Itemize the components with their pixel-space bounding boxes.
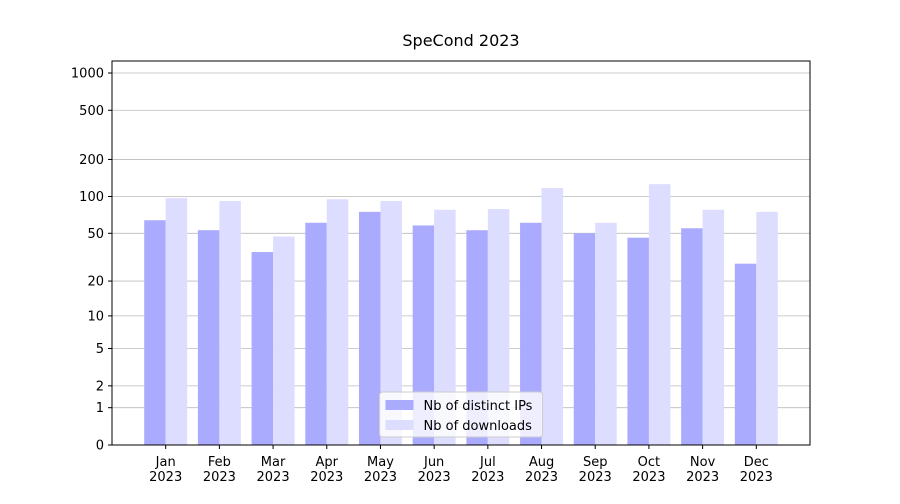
bar <box>412 225 435 445</box>
bar <box>702 209 725 445</box>
bar <box>487 209 510 445</box>
bar <box>326 199 349 445</box>
x-tick-label: Mar 2023 <box>257 455 290 485</box>
legend-swatch <box>385 420 414 430</box>
bar <box>165 198 188 445</box>
y-tick-label: 5 <box>96 342 104 357</box>
x-tick-label: Nov 2023 <box>686 455 719 485</box>
bar <box>434 209 456 445</box>
bar <box>358 211 381 445</box>
bar <box>595 222 617 445</box>
x-tick-label: Oct 2023 <box>632 455 665 485</box>
bar <box>273 236 295 445</box>
y-tick-label: 100 <box>79 190 104 205</box>
legend: Nb of distinct IPs Nb of downloads <box>379 391 543 438</box>
y-tick-label: 1000 <box>71 67 104 82</box>
x-tick-label: Jan 2023 <box>149 455 182 485</box>
bar <box>305 222 327 445</box>
x-tick-label: May 2023 <box>364 455 397 485</box>
y-tick-label: 2 <box>96 379 104 394</box>
bar <box>648 184 671 445</box>
bar <box>520 222 542 445</box>
bar <box>380 200 402 445</box>
bar <box>681 228 703 445</box>
x-tick-label: Feb 2023 <box>203 455 236 485</box>
x-tick-label: Jul 2023 <box>471 455 504 485</box>
ticks: 0 1 2 5 10 20 50 100 200 500 1000 Jan 2023 Feb 2023 Mar… <box>71 67 773 485</box>
bar <box>756 211 778 445</box>
legend-swatch <box>385 400 414 410</box>
bar <box>144 220 166 445</box>
y-tick-label: 1 <box>96 401 104 416</box>
axes-frame <box>111 60 811 446</box>
y-tick-label: 20 <box>87 275 104 290</box>
bar <box>197 230 220 445</box>
legend-label: Nb of distinct IPs <box>424 399 533 414</box>
y-tick-label: 50 <box>87 227 104 242</box>
bar <box>219 200 241 445</box>
bar <box>734 263 757 445</box>
x-tick-label: Sep 2023 <box>579 455 612 485</box>
y-tick-label: 10 <box>87 309 104 324</box>
x-tick-label: Aug 2023 <box>525 455 558 485</box>
bars <box>144 184 778 445</box>
x-tick-label: Apr 2023 <box>310 455 343 485</box>
bar <box>627 237 649 445</box>
y-tick-label: 0 <box>96 439 104 454</box>
bar <box>466 230 488 445</box>
bar <box>541 188 564 445</box>
bar <box>251 252 274 445</box>
y-tick-label: 200 <box>79 153 104 168</box>
x-tick-label: Jun 2023 <box>418 455 451 485</box>
legend-box <box>379 391 543 438</box>
bar <box>573 233 596 445</box>
legend-label: Nb of downloads <box>424 419 533 434</box>
x-tick-label: Dec 2023 <box>740 455 773 485</box>
chart-title: SpeCond 2023 <box>402 31 519 50</box>
y-tick-label: 500 <box>79 104 104 119</box>
